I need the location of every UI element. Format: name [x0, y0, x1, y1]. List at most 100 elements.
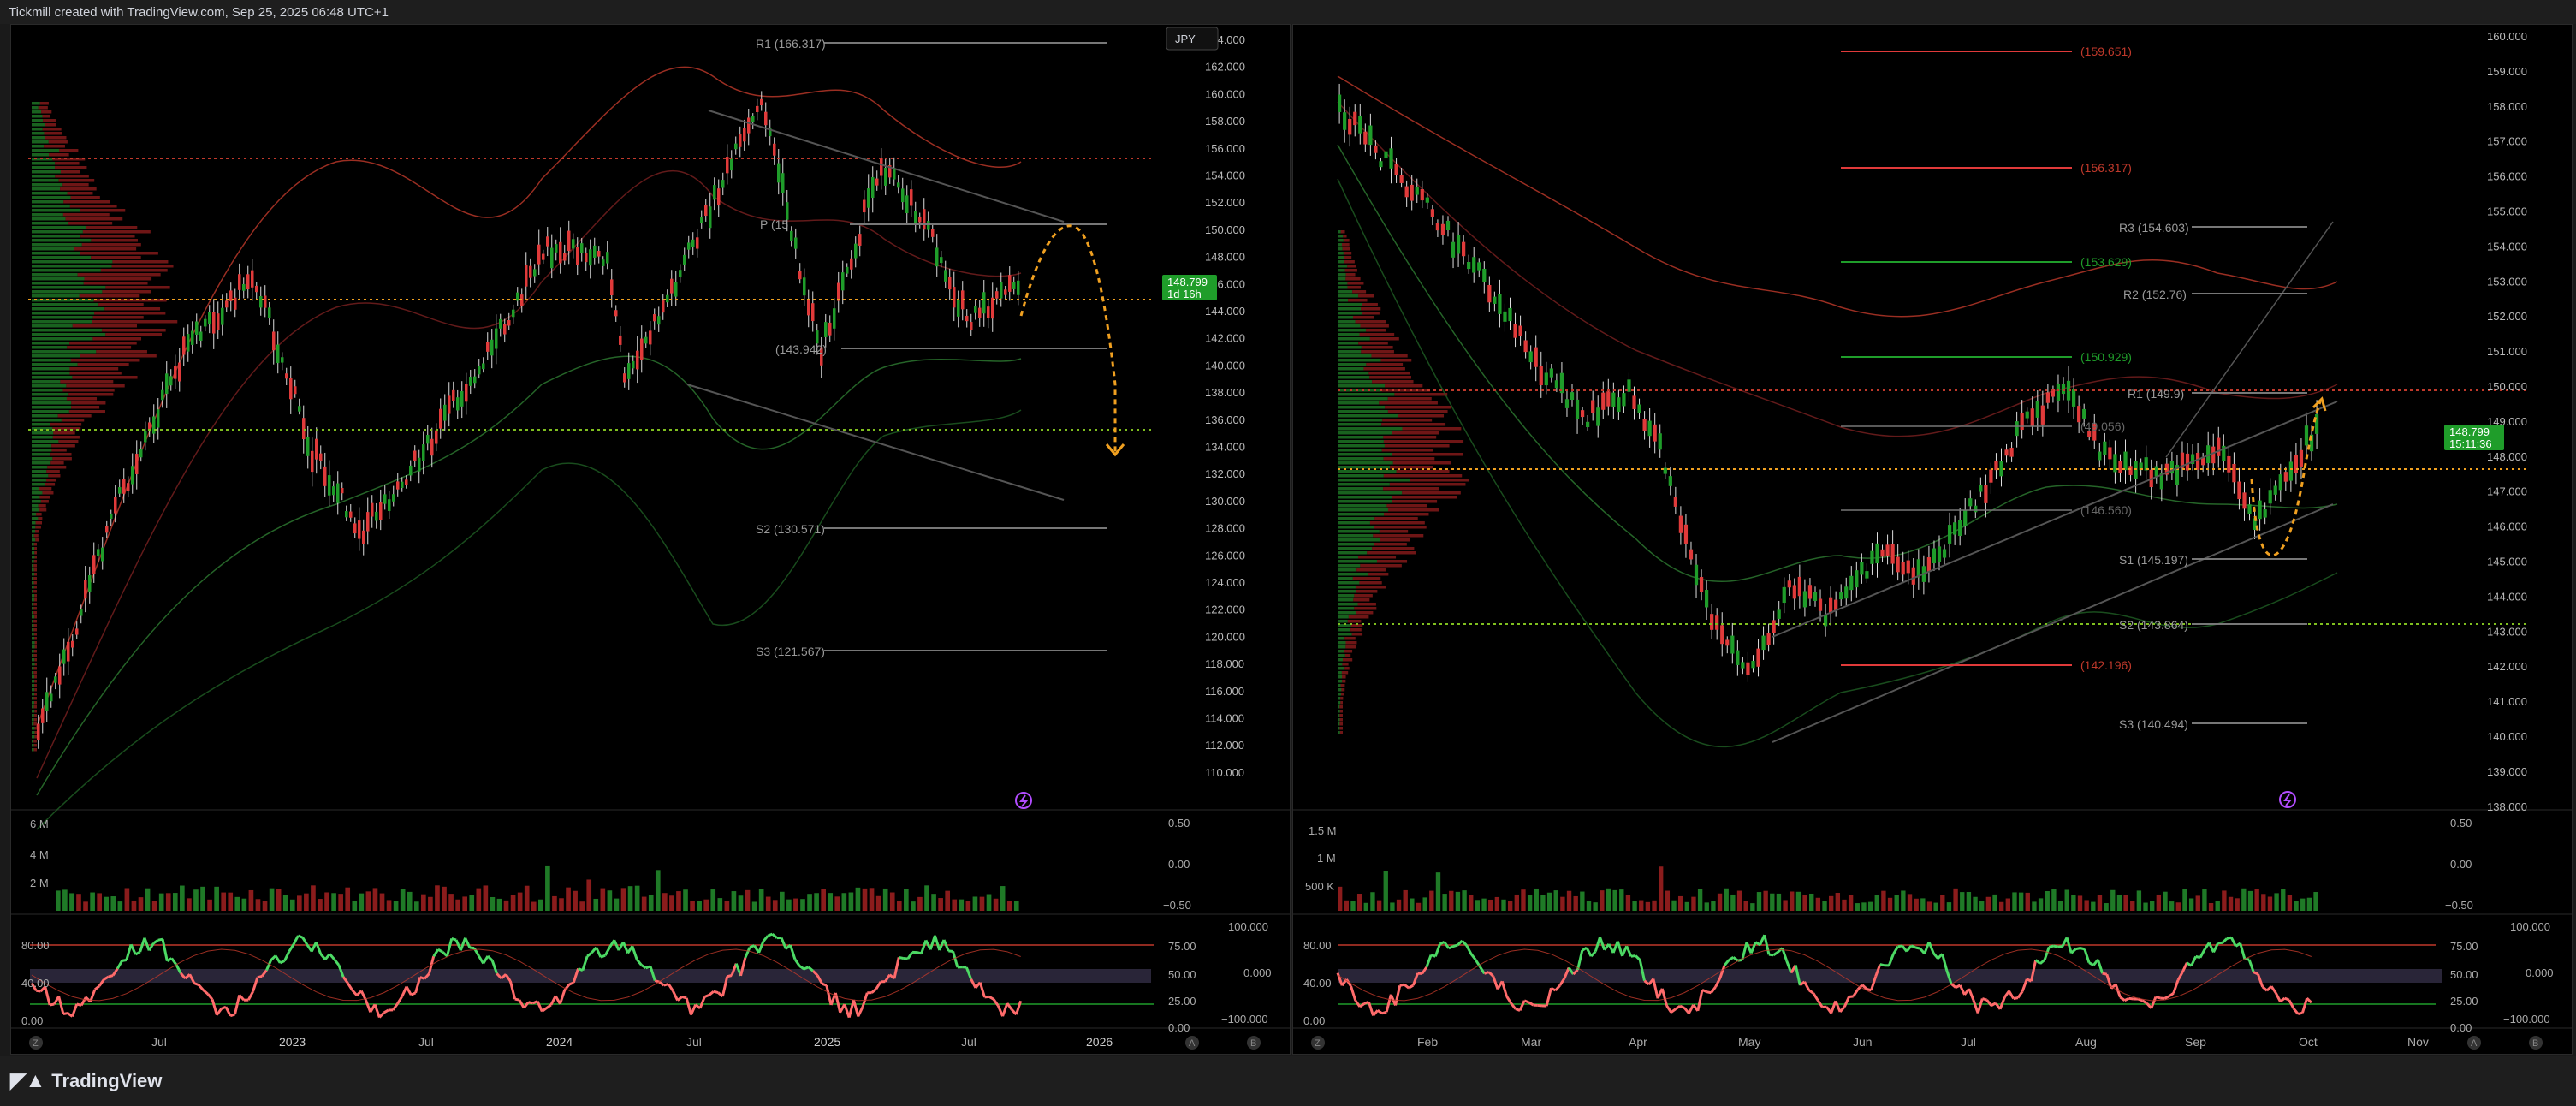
osc-segment — [419, 976, 425, 980]
price-axis[interactable]: 164.000162.000160.000158.000156.000154.0… — [1205, 33, 1245, 779]
profile-bar — [69, 342, 137, 345]
osc-segment — [1723, 959, 1730, 966]
profile-bar — [33, 740, 37, 743]
osc-segment — [767, 932, 774, 937]
candle-body — [276, 344, 280, 364]
candle-body — [465, 384, 468, 402]
corner-badge[interactable] — [1311, 1036, 1325, 1050]
osc-segment — [559, 990, 567, 1005]
projection-path[interactable] — [1019, 224, 1117, 453]
volume-bar — [1920, 898, 1926, 911]
profile-bar — [1338, 671, 1342, 675]
corner-badge[interactable] — [1247, 1036, 1261, 1050]
volume-bar — [862, 888, 868, 911]
osc-segment — [139, 937, 146, 953]
candle-body — [165, 373, 169, 395]
volume-bar — [786, 899, 792, 911]
trendline-lower[interactable] — [686, 384, 1065, 501]
volume-bar — [828, 893, 834, 911]
candle-body — [1445, 220, 1451, 231]
volume-bar — [917, 896, 923, 911]
profile-bar — [32, 329, 103, 332]
trendline-channel[interactable] — [2165, 221, 2334, 458]
volume-bar — [655, 870, 661, 911]
volume-bar — [1469, 895, 1474, 911]
corner-badge[interactable] — [2467, 1036, 2481, 1050]
profile-bar — [52, 427, 81, 431]
time-label: 2024 — [546, 1035, 573, 1049]
profile-bar — [1338, 641, 1346, 645]
brand[interactable]: ◤▲ TradingView — [10, 1068, 162, 1093]
profile-bar — [32, 397, 67, 401]
corner-badge[interactable] — [29, 1036, 43, 1050]
volume-axis-label: 6 M — [30, 818, 49, 830]
chart-panel-right[interactable]: (159.651) (156.317) R3 (154.603) (153.62… — [1292, 24, 2573, 1055]
trendline-lower[interactable] — [1772, 503, 2334, 743]
pivot-label-p: P (15 — [760, 217, 788, 231]
candle-body — [503, 324, 507, 335]
lightning-icon[interactable] — [1015, 792, 1032, 809]
osc-segment — [2048, 944, 2054, 948]
osc-segment — [424, 972, 430, 980]
trendline-upper[interactable] — [708, 110, 1065, 223]
volume-bar — [2202, 889, 2207, 911]
osc-right-label: 50.00 — [1168, 968, 1196, 981]
volume-bar — [1671, 900, 1677, 911]
price-candles[interactable] — [37, 91, 1020, 749]
corner-badge[interactable] — [1185, 1036, 1199, 1050]
profile-bar — [1339, 705, 1343, 709]
osc-segment — [2306, 996, 2312, 1004]
currency-button[interactable] — [1166, 27, 1219, 51]
candle-body — [306, 437, 310, 456]
profile-bar — [32, 187, 61, 191]
profile-bar — [52, 457, 72, 461]
chart-panel-left[interactable]: R1 (166.317) P (15 (143.942) S2 (130.571… — [10, 24, 1291, 1055]
profile-bar — [1338, 372, 1369, 375]
currency-button-label[interactable]: JPY — [1175, 33, 1196, 45]
candle-body — [1544, 372, 1548, 386]
profile-bar — [32, 230, 83, 234]
volume-bar — [145, 888, 151, 911]
profile-bar — [1338, 731, 1340, 734]
volume-bar — [62, 889, 68, 911]
volume-bar — [421, 894, 426, 911]
osc-segment — [1015, 1000, 1023, 1015]
volume-bar — [2222, 890, 2227, 911]
candle-body — [1813, 592, 1818, 601]
candle-body — [1374, 145, 1378, 153]
price-candles[interactable] — [1338, 83, 2319, 682]
profile-bar — [1352, 577, 1381, 580]
corner-badge[interactable] — [2529, 1036, 2543, 1050]
profile-bar — [1338, 376, 1370, 379]
profile-bar — [1338, 346, 1362, 349]
osc-segment — [1749, 942, 1757, 954]
price-axis[interactable]: 160.000159.000158.000157.000156.000155.0… — [2487, 30, 2527, 813]
profile-bar — [34, 735, 37, 739]
profile-bar — [32, 633, 34, 636]
profile-bar — [1338, 414, 1398, 418]
right-chart-svg[interactable]: (159.651) (156.317) R3 (154.603) (153.62… — [1293, 25, 2573, 1055]
osc-segment — [870, 988, 877, 994]
candle-body — [850, 258, 853, 270]
profile-bar — [1338, 667, 1345, 670]
candle-body — [858, 234, 862, 246]
volume-bar — [207, 899, 212, 911]
volume-bar — [1665, 890, 1671, 911]
volume-bar — [76, 894, 81, 911]
volume-bar — [1960, 892, 1965, 911]
lightning-icon[interactable] — [2279, 791, 2296, 808]
candle-body — [448, 395, 451, 414]
trendline-upper[interactable] — [1772, 401, 2338, 638]
candle-body — [1678, 515, 1683, 533]
candle-body — [687, 242, 691, 250]
osc-segment — [1945, 970, 1953, 984]
projection-path[interactable] — [2250, 401, 2322, 557]
volume-bar — [1560, 896, 1565, 911]
candle-body — [259, 296, 263, 308]
band-line — [1337, 101, 2338, 437]
volume-bar — [2235, 898, 2240, 911]
left-chart-svg[interactable]: R1 (166.317) P (15 (143.942) S2 (130.571… — [11, 25, 1291, 1055]
price-axis-label: 154.000 — [2487, 240, 2527, 253]
candle-body — [944, 270, 947, 282]
price-axis-label: 152.000 — [1205, 196, 1245, 209]
